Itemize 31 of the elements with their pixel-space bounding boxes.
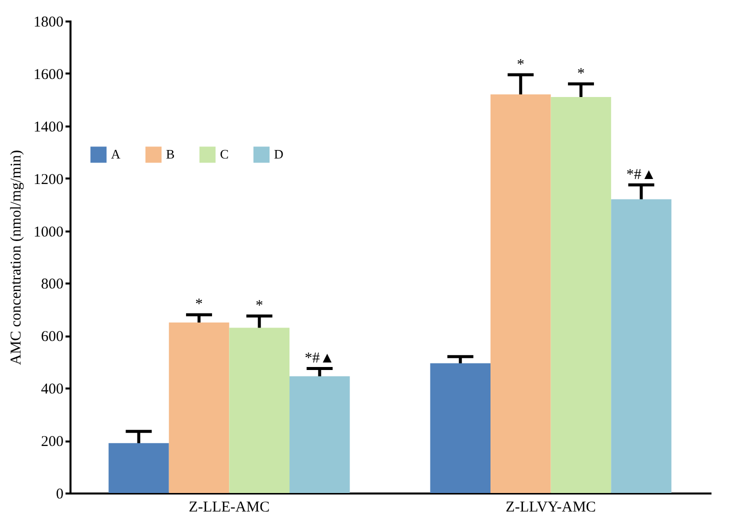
y-tick-label: 1000 — [34, 224, 64, 240]
data-label: * — [256, 298, 264, 314]
y-tick-label: 0 — [56, 486, 64, 502]
legend-label: B — [166, 146, 175, 162]
bar — [490, 94, 551, 493]
legend-label: A — [111, 146, 121, 162]
legend-label: C — [220, 146, 229, 162]
bar — [611, 199, 672, 493]
bar — [289, 376, 350, 493]
data-label: * — [577, 66, 585, 82]
data-label: * — [195, 296, 203, 313]
y-tick-label: 200 — [41, 434, 64, 450]
y-axis-title: AMC concentration (nmol/mg/min) — [8, 150, 24, 365]
x-tick-label: Z-LLVY-AMC — [506, 500, 596, 516]
data-label: * — [516, 56, 524, 73]
bar — [430, 363, 491, 493]
bar — [108, 443, 169, 493]
y-tick-label: 400 — [41, 382, 64, 398]
y-tick-label: 800 — [41, 276, 64, 293]
y-tick-label: 600 — [41, 329, 64, 346]
y-tick-label: 1200 — [34, 172, 64, 188]
bar — [229, 328, 290, 493]
bar — [550, 97, 612, 493]
y-tick-label: 1400 — [34, 119, 64, 136]
legend-label: D — [274, 146, 284, 162]
data-label: *#▲ — [626, 166, 656, 183]
bar — [168, 322, 230, 493]
x-tick-label: Z-LLE-AMC — [188, 500, 270, 516]
y-tick-label: 1600 — [34, 66, 64, 83]
y-tick-label: 1800 — [34, 14, 64, 30]
data-label: *#▲ — [304, 350, 335, 366]
